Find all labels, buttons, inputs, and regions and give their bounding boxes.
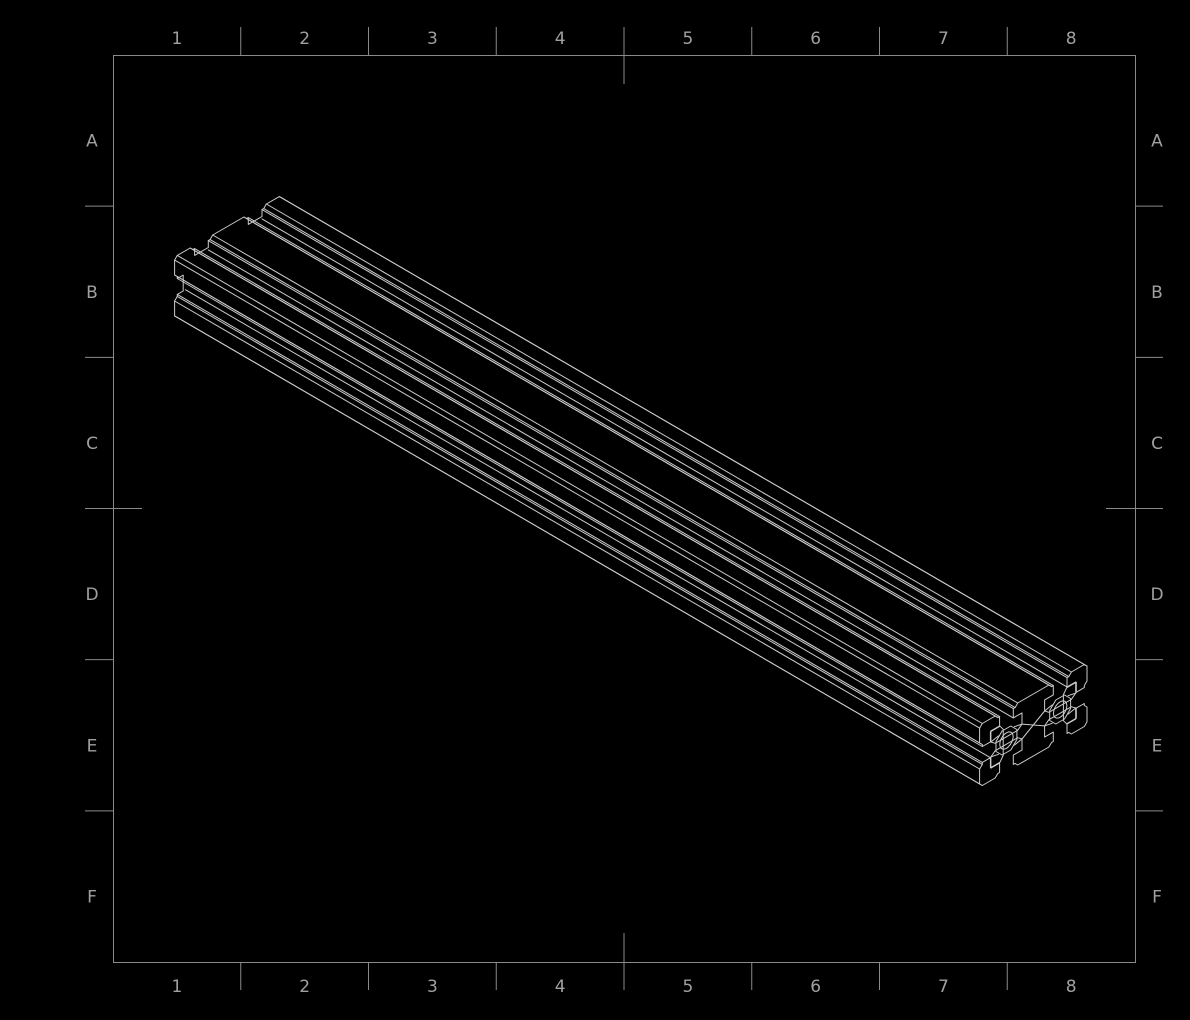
extrusion-long-edge <box>207 240 1014 710</box>
grid-row-label-left: D <box>85 585 98 605</box>
grid-row-label-right: B <box>1151 283 1163 303</box>
grid-row-label-right: F <box>1152 887 1162 907</box>
extrusion-long-edge <box>194 248 1001 718</box>
extrusion-long-edge <box>209 239 1016 709</box>
web-diagonal <box>1044 704 1053 712</box>
grid-row-label-right: A <box>1151 132 1163 152</box>
extrusion-long-edge <box>281 197 1088 667</box>
sheet-frame <box>85 27 1163 990</box>
extrusion-long-edge <box>176 254 983 724</box>
web-diagonal <box>990 735 999 743</box>
grid-row-label-left: B <box>86 283 98 303</box>
center-bore <box>1052 700 1068 719</box>
extrusion-long-edge <box>176 276 983 745</box>
extrusion-long-edge <box>261 218 1068 688</box>
grid-column-label-top: 5 <box>682 29 693 49</box>
extrusion-long-edge <box>174 300 981 770</box>
extrusion-long-edge <box>261 209 1068 679</box>
center-web <box>1021 710 1046 740</box>
grid-row-label-left: A <box>86 132 98 152</box>
grid-column-label-bottom: 3 <box>427 977 438 997</box>
center-bore <box>999 731 1014 750</box>
web-diagonal <box>1013 723 1023 728</box>
web-diagonal <box>1044 722 1053 727</box>
grid-row-label-left: E <box>87 736 98 756</box>
zone-labels: 1 1 2 2 3 3 4 4 5 5 6 6 7 7 8 8 A A B B C C D D E E F F <box>85 29 1163 997</box>
web-diagonal <box>1067 707 1077 715</box>
sheet-border <box>113 55 1136 963</box>
grid-column-label-bottom: 4 <box>555 977 566 997</box>
grid-column-label-bottom: 8 <box>1066 977 1077 997</box>
extrusion-long-edge <box>176 278 983 747</box>
extrusion-long-edge <box>212 234 1019 704</box>
grid-column-label-top: 1 <box>171 29 182 49</box>
extrusion-long-edge <box>263 208 1070 678</box>
grid-column-label-bottom: 6 <box>810 977 821 997</box>
extrusion-long-edge <box>184 289 991 759</box>
extrusion-long-edge <box>207 249 1014 719</box>
extrusion-long-edge <box>247 217 1054 687</box>
bore-boss <box>995 725 1018 756</box>
web-diagonal <box>1067 692 1077 697</box>
grid-column-label-top: 6 <box>810 29 821 49</box>
grid-row-label-left: C <box>86 434 98 454</box>
extrusion-long-edge <box>176 316 983 786</box>
extrusion-isometric-view <box>174 196 1088 786</box>
extrusion-long-edge <box>176 293 983 763</box>
grid-column-label-top: 4 <box>555 29 566 49</box>
grid-row-label-right: C <box>1151 434 1163 454</box>
web-diagonal <box>1013 738 1023 746</box>
grid-row-label-right: D <box>1150 585 1163 605</box>
grid-column-label-bottom: 7 <box>938 977 949 997</box>
grid-row-label-right: E <box>1152 736 1163 756</box>
web-diagonal <box>990 753 999 758</box>
grid-column-label-bottom: 2 <box>299 977 310 997</box>
extrusion-long-edge <box>265 203 1072 673</box>
grid-column-label-top: 7 <box>938 29 949 49</box>
bore-boss <box>1049 694 1072 725</box>
grid-column-label-bottom: 5 <box>682 977 693 997</box>
grid-column-label-top: 3 <box>427 29 438 49</box>
extrusion-long-edge <box>246 218 1053 688</box>
extrusion-long-edge <box>174 259 981 729</box>
extrusion-long-edge <box>192 249 999 719</box>
grid-column-label-top: 2 <box>299 29 310 49</box>
far-end-silhouette <box>174 196 283 318</box>
extrusion-long-edge <box>176 295 983 765</box>
grid-column-label-bottom: 1 <box>171 977 182 997</box>
grid-column-label-top: 8 <box>1066 29 1077 49</box>
grid-row-label-left: F <box>87 887 97 907</box>
